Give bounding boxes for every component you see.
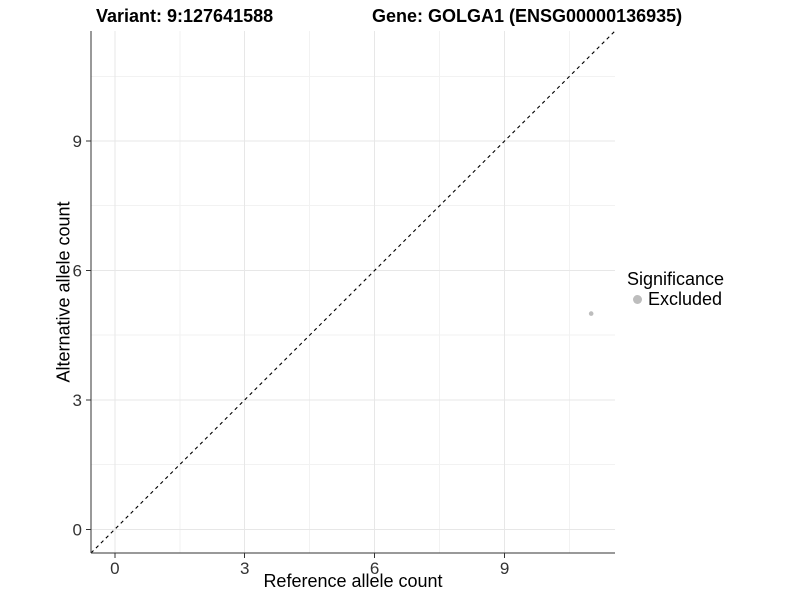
y-tick-label: 9 xyxy=(73,132,82,151)
x-tick-label: 0 xyxy=(110,559,119,578)
x-tick-label: 6 xyxy=(370,559,379,578)
x-tick-label: 9 xyxy=(500,559,509,578)
y-tick-label: 0 xyxy=(73,520,82,539)
legend-dot-icon xyxy=(633,294,642,304)
legend: Significance Excluded xyxy=(627,269,724,309)
identity-line xyxy=(90,30,616,554)
variant-title: Variant: 9:127641588 xyxy=(96,6,274,26)
legend-title: Significance xyxy=(627,269,725,289)
data-point xyxy=(588,311,594,316)
gene-title: Gene: GOLGA1 (ENSG00000136935) xyxy=(372,6,683,26)
legend-item: Excluded xyxy=(627,289,724,309)
y-axis-label: Alternative allele count xyxy=(53,201,74,383)
y-tick-label: 6 xyxy=(73,261,82,280)
x-axis-label: Reference allele count xyxy=(263,571,443,591)
legend-item-label: Excluded xyxy=(648,289,723,309)
x-tick-label: 3 xyxy=(240,559,249,578)
y-tick-label: 3 xyxy=(73,391,82,410)
